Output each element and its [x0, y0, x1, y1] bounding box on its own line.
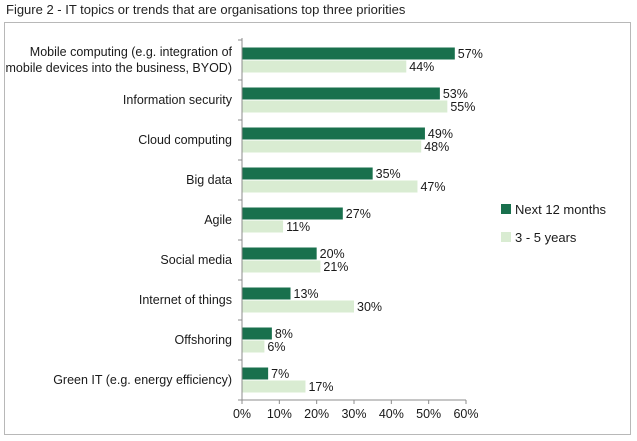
data-label: 30% [357, 300, 382, 314]
data-label: 20% [320, 247, 345, 261]
legend-label: Next 12 months [515, 202, 607, 217]
data-label: 17% [308, 380, 333, 394]
data-label: 57% [458, 47, 483, 61]
bar-3-5-years [242, 180, 418, 193]
figure-title: Figure 2 - IT topics or trends that are … [6, 2, 406, 17]
data-label: 21% [323, 260, 348, 274]
data-label: 11% [286, 220, 310, 234]
bar-3-5-years [242, 340, 265, 353]
data-label: 49% [428, 127, 453, 141]
legend-label: 3 - 5 years [515, 230, 577, 245]
bar-next-12-months [242, 327, 272, 340]
bar-3-5-years [242, 260, 321, 273]
data-label: 8% [275, 327, 293, 341]
category-label: Big data [186, 173, 232, 187]
legend-swatch [501, 232, 511, 242]
x-axis: 0% 10% 20% 30% 40% 50% 60% [233, 38, 479, 421]
chart-frame [4, 22, 631, 435]
bar-next-12-months [242, 87, 440, 100]
x-tick-label: 30% [341, 407, 366, 421]
bars-layer [242, 47, 455, 393]
bar-3-5-years [242, 100, 448, 113]
data-label: 35% [376, 167, 401, 181]
bar-3-5-years [242, 380, 306, 393]
bar-next-12-months [242, 207, 343, 220]
category-label: Social media [160, 253, 232, 267]
data-label: 47% [420, 180, 445, 194]
category-label: Offshoring [175, 333, 232, 347]
x-tick-label: 20% [304, 407, 329, 421]
bar-3-5-years [242, 140, 422, 153]
bar-3-5-years [242, 220, 284, 233]
bar-next-12-months [242, 167, 373, 180]
category-label: Mobile computing (e.g. integration of [30, 45, 233, 59]
bar-next-12-months [242, 247, 317, 260]
x-tick-label: 10% [267, 407, 292, 421]
data-label: 27% [346, 207, 371, 221]
legend-swatch [501, 204, 511, 214]
category-label: mobile devices into the business, BYOD) [6, 61, 233, 75]
data-label: 6% [267, 340, 285, 354]
x-tick-label: 60% [453, 407, 478, 421]
category-labels-layer: Mobile computing (e.g. integration of mob… [6, 45, 233, 387]
bar-next-12-months [242, 47, 455, 60]
x-tick-label: 0% [233, 407, 251, 421]
bar-next-12-months [242, 367, 269, 380]
data-label: 53% [443, 87, 468, 101]
data-label: 55% [450, 100, 475, 114]
category-label: Internet of things [139, 293, 232, 307]
bar-next-12-months [242, 287, 291, 300]
bar-3-5-years [242, 300, 354, 313]
data-labels-layer: 57% 44% 53%55% 49%48% 35% 47% 27% 11% 20%21% 13% 3… [267, 47, 482, 394]
x-tick-label: 50% [416, 407, 441, 421]
x-tick-label: 40% [379, 407, 404, 421]
data-label: 7% [271, 367, 289, 381]
category-label: Green IT (e.g. energy efficiency) [53, 373, 232, 387]
legend: Next 12 months 3 - 5 years [501, 202, 607, 245]
data-label: 48% [424, 140, 449, 154]
bar-3-5-years [242, 60, 407, 73]
bar-next-12-months [242, 127, 425, 140]
category-label: Cloud computing [138, 133, 232, 147]
category-label: Agile [204, 213, 232, 227]
category-label: Information security [123, 93, 233, 107]
data-label: 13% [294, 287, 319, 301]
data-label: 44% [409, 60, 434, 74]
